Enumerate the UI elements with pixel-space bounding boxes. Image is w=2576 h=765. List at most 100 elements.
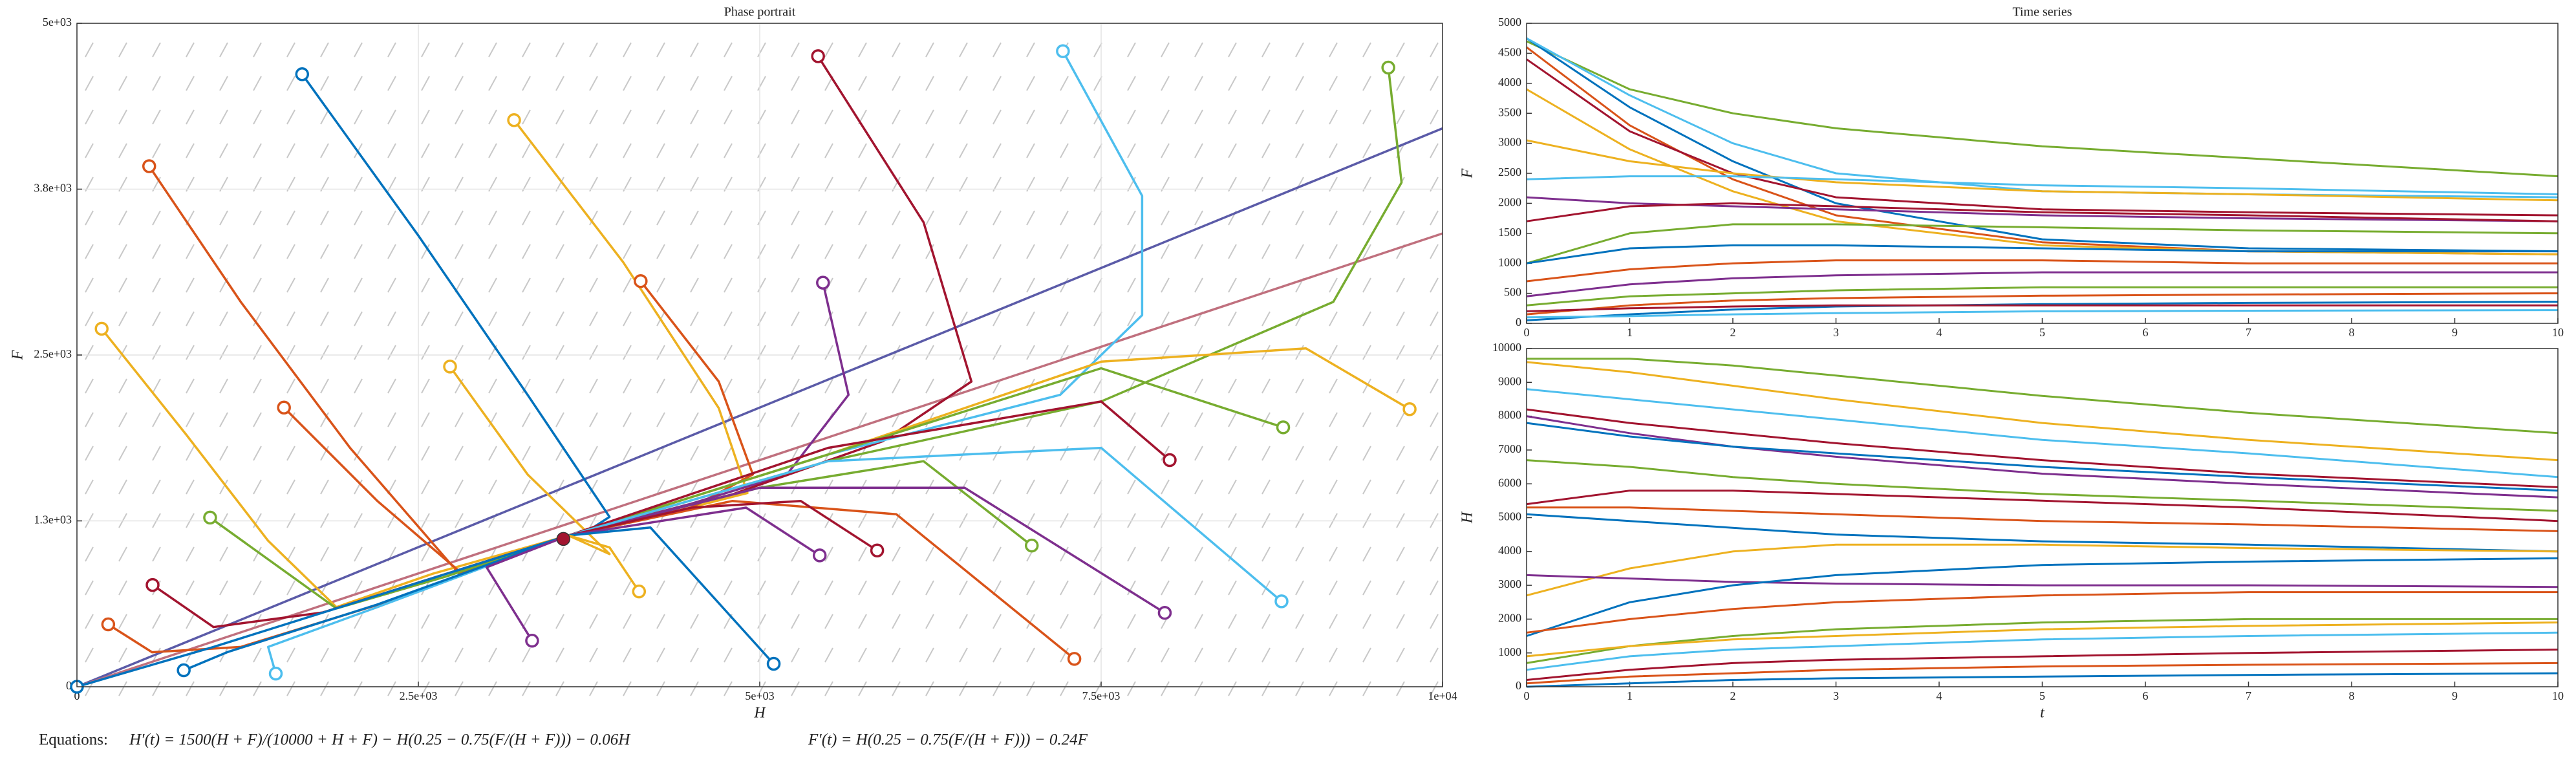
field-arrow bbox=[1127, 479, 1136, 495]
field-arrow bbox=[555, 647, 564, 663]
field-arrow bbox=[488, 277, 497, 293]
field-arrow bbox=[757, 681, 766, 696]
field-arrow bbox=[1295, 210, 1304, 226]
series-line bbox=[76, 127, 1443, 688]
field-arrow bbox=[455, 311, 464, 327]
field-arrow bbox=[757, 311, 766, 327]
field-arrow bbox=[253, 143, 262, 158]
field-arrow bbox=[1295, 244, 1304, 259]
field-arrow bbox=[320, 647, 329, 663]
field-arrow bbox=[824, 244, 833, 259]
field-arrow bbox=[1228, 109, 1237, 125]
field-arrow bbox=[1127, 277, 1136, 293]
field-arrow bbox=[757, 76, 766, 91]
field-arrow bbox=[1396, 479, 1405, 495]
field-arrow bbox=[1093, 681, 1102, 696]
field-arrow bbox=[1194, 378, 1203, 394]
field-arrow bbox=[724, 345, 733, 360]
field-arrow bbox=[1127, 681, 1136, 696]
field-arrow bbox=[656, 614, 665, 629]
field-arrow bbox=[1127, 210, 1136, 226]
plot-area bbox=[1527, 349, 2558, 687]
field-arrow bbox=[690, 143, 699, 158]
field-arrow bbox=[421, 479, 430, 495]
field-arrow bbox=[455, 244, 464, 259]
field-arrow bbox=[858, 210, 867, 226]
field-arrow bbox=[152, 42, 161, 58]
field-arrow bbox=[1026, 345, 1035, 360]
field-arrow bbox=[421, 244, 430, 259]
field-arrow bbox=[85, 311, 94, 327]
field-arrow bbox=[656, 681, 665, 696]
field-arrow bbox=[85, 580, 94, 596]
field-arrow bbox=[354, 244, 363, 259]
series-line bbox=[568, 499, 1075, 660]
field-arrow bbox=[1362, 244, 1371, 259]
field-arrow bbox=[925, 681, 934, 696]
field-arrow bbox=[858, 143, 867, 158]
field-arrow bbox=[522, 244, 531, 259]
x-tick-label: 0 bbox=[1524, 689, 1530, 702]
field-arrow bbox=[253, 244, 262, 259]
field-arrow bbox=[892, 580, 901, 596]
series-line bbox=[76, 232, 1443, 688]
field-arrow bbox=[219, 210, 228, 226]
field-arrow bbox=[85, 546, 94, 562]
field-arrow bbox=[858, 76, 867, 91]
y-axis-label: F bbox=[10, 350, 27, 360]
field-arrow bbox=[1060, 109, 1069, 125]
start-marker bbox=[1381, 60, 1395, 75]
field-arrow bbox=[1161, 76, 1170, 91]
field-arrow bbox=[1060, 580, 1069, 596]
field-arrow bbox=[219, 311, 228, 327]
field-arrow bbox=[925, 42, 934, 58]
series-line bbox=[1526, 301, 2559, 321]
field-arrow bbox=[589, 277, 598, 293]
field-arrow bbox=[1060, 546, 1069, 562]
field-arrow bbox=[320, 479, 329, 495]
field-arrow bbox=[118, 580, 127, 596]
series-line bbox=[1526, 37, 2559, 253]
field-arrow bbox=[320, 210, 329, 226]
field-arrow bbox=[286, 311, 295, 327]
x-tick-label: 7 bbox=[2246, 689, 2251, 702]
field-arrow bbox=[152, 546, 161, 562]
field-arrow bbox=[421, 378, 430, 394]
field-arrow bbox=[1060, 244, 1069, 259]
field-arrow bbox=[320, 446, 329, 461]
field-arrow bbox=[555, 311, 564, 327]
series-line bbox=[1526, 490, 2559, 523]
field-arrow bbox=[118, 244, 127, 259]
series-line bbox=[1526, 202, 2559, 222]
field-arrow bbox=[1127, 378, 1136, 394]
field-arrow bbox=[791, 42, 800, 58]
field-arrow bbox=[320, 546, 329, 562]
field-arrow bbox=[623, 109, 632, 125]
field-arrow bbox=[421, 109, 430, 125]
field-arrow bbox=[555, 378, 564, 394]
field-arrow bbox=[1228, 479, 1237, 495]
field-arrow bbox=[757, 546, 766, 562]
start-marker bbox=[811, 49, 825, 63]
field-arrow bbox=[186, 42, 195, 58]
field-arrow bbox=[1329, 479, 1338, 495]
y-tick-label: 3000 bbox=[1498, 136, 1521, 149]
series-line bbox=[568, 486, 1166, 614]
y-tick-label: 3.8e+03 bbox=[34, 182, 72, 195]
series-line bbox=[266, 534, 569, 674]
field-arrow bbox=[623, 42, 632, 58]
field-arrow bbox=[555, 345, 564, 360]
field-arrow bbox=[724, 681, 733, 696]
field-arrow bbox=[488, 479, 497, 495]
series-line bbox=[1526, 244, 2558, 264]
field-arrow bbox=[320, 143, 329, 158]
field-arrow bbox=[354, 378, 363, 394]
field-arrow bbox=[1093, 143, 1102, 158]
field-arrow bbox=[1127, 345, 1136, 360]
series-line bbox=[1526, 672, 2559, 688]
field-arrow bbox=[1362, 580, 1371, 596]
field-arrow bbox=[85, 244, 94, 259]
field-arrow bbox=[1396, 210, 1405, 226]
field-arrow bbox=[623, 143, 632, 158]
field-arrow bbox=[858, 681, 867, 696]
